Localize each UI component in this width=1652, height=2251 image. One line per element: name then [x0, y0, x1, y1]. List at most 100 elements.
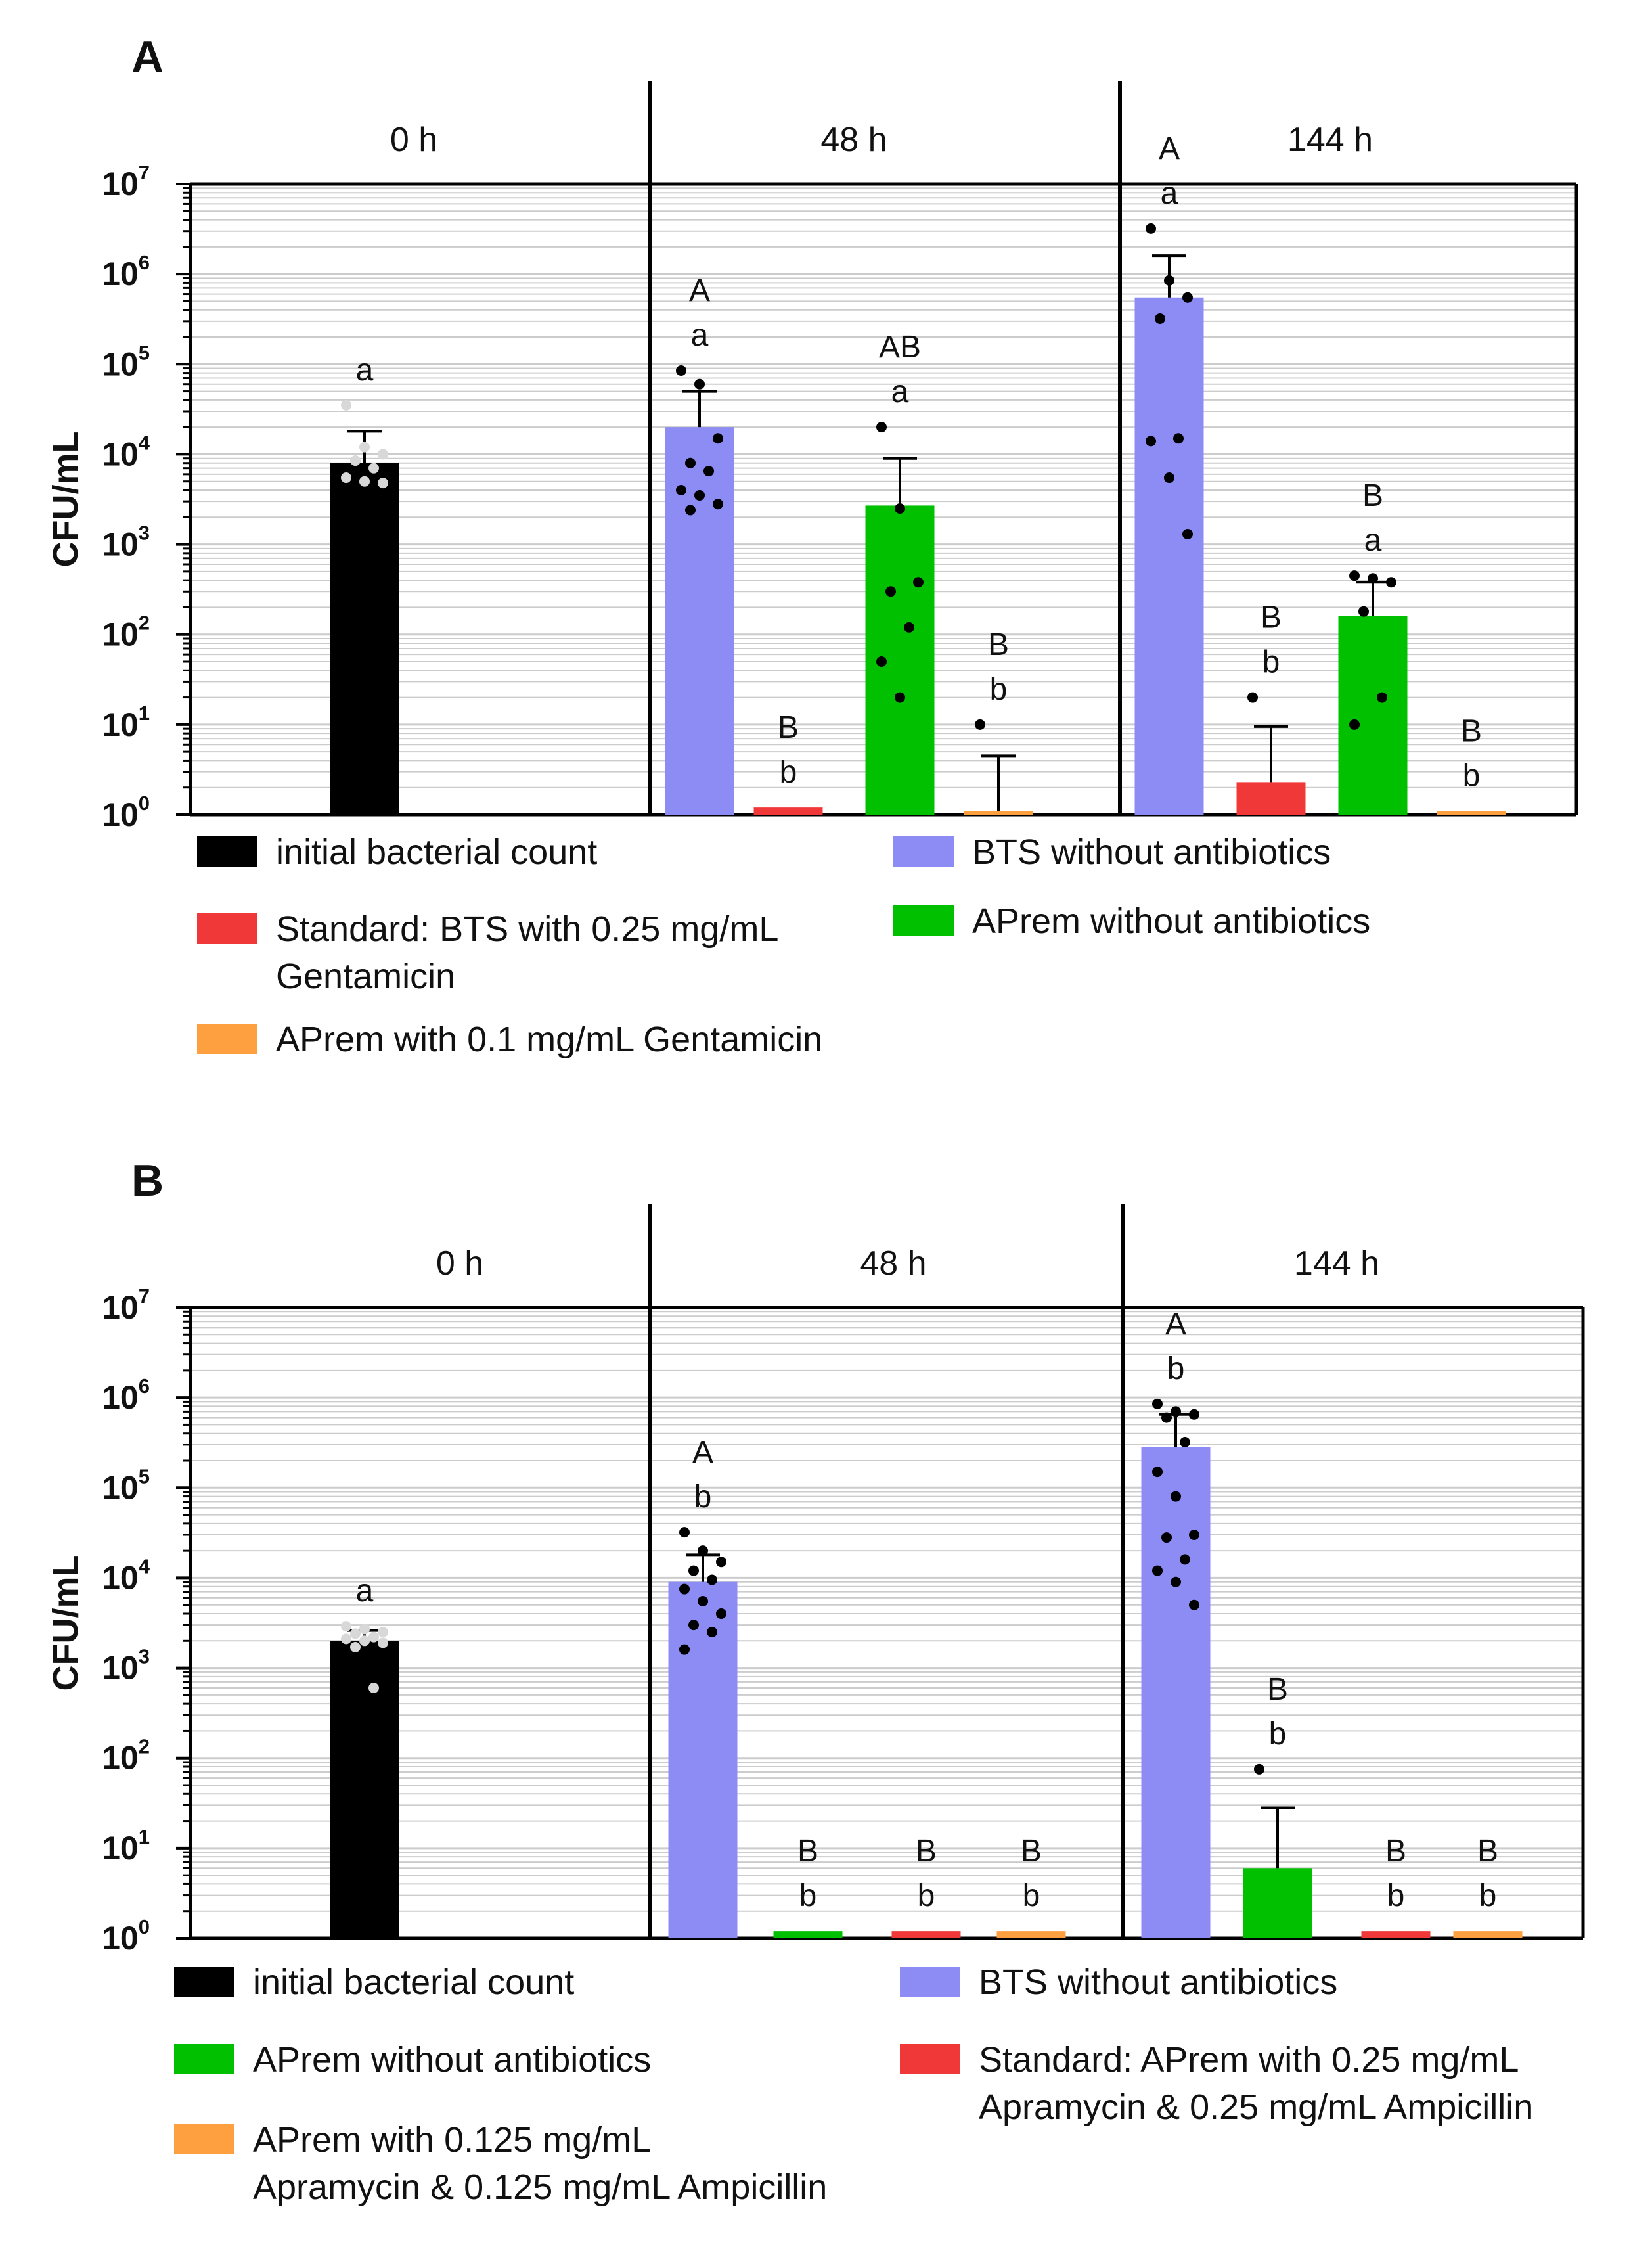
- data-point: [1182, 528, 1193, 539]
- group-label: 144 h: [1294, 1244, 1379, 1283]
- data-point: [895, 503, 905, 514]
- data-point: [341, 1633, 351, 1645]
- significance-letter: b: [1262, 645, 1280, 680]
- data-point: [1164, 275, 1174, 286]
- legend-label: Apramycin & 0.125 mg/mL Ampicillin: [253, 2168, 827, 2207]
- data-point: [1164, 472, 1174, 484]
- data-point: [876, 656, 887, 667]
- data-point: [707, 1626, 717, 1637]
- legend-label: initial bacterial count: [276, 832, 597, 872]
- legend-label: Standard: BTS with 0.25 mg/mL: [276, 909, 778, 949]
- data-point: [1349, 570, 1360, 581]
- y-tick-label: 101: [102, 1825, 150, 1867]
- data-point: [679, 1583, 690, 1595]
- y-tick-exponent: 7: [139, 161, 150, 184]
- legend-swatch-bts: [893, 836, 954, 867]
- data-point: [698, 1596, 708, 1607]
- y-tick-exponent: 1: [139, 1825, 150, 1848]
- bar-aprem_low: [1437, 811, 1506, 815]
- bar-standard: [891, 1931, 961, 1938]
- data-point: [895, 692, 905, 703]
- data-point: [359, 1635, 370, 1647]
- significance-letter: A: [692, 1435, 713, 1470]
- data-point: [368, 1682, 379, 1693]
- y-tick-label: 104: [102, 431, 150, 472]
- y-axis-label: CFU/mL: [46, 1555, 85, 1691]
- legend-swatch-aprem: [893, 905, 954, 936]
- y-tick-label: 100: [102, 792, 150, 833]
- data-point: [1247, 692, 1258, 703]
- significance-letter: b: [1269, 1717, 1287, 1752]
- y-tick-exponent: 6: [139, 1375, 150, 1398]
- significance-letter: b: [780, 755, 797, 790]
- significance-letter: b: [1387, 1878, 1405, 1913]
- significance-letter: b: [694, 1480, 712, 1514]
- legend-swatch-standard: [900, 2044, 960, 2074]
- y-tick-exponent: 6: [139, 251, 150, 274]
- legend-swatch-aprem_low: [197, 1024, 257, 1054]
- significance-letter: A: [1165, 1307, 1186, 1342]
- significance-letter: a: [1161, 176, 1178, 211]
- significance-letter: A: [689, 273, 710, 308]
- data-point: [1171, 1406, 1181, 1417]
- data-point: [1182, 292, 1193, 303]
- significance-letter: a: [691, 318, 709, 353]
- data-point: [707, 1574, 717, 1585]
- data-point: [676, 485, 686, 496]
- significance-letter: B: [1385, 1834, 1406, 1869]
- data-point: [378, 1626, 388, 1637]
- data-point: [1386, 577, 1396, 588]
- data-point: [694, 489, 705, 501]
- data-point: [1180, 1437, 1190, 1448]
- data-point: [885, 586, 896, 597]
- group-label: 0 h: [436, 1244, 483, 1283]
- y-tick-label: 105: [102, 341, 150, 382]
- data-point: [1152, 1398, 1163, 1409]
- group-label: 0 h: [390, 121, 437, 159]
- significance-letter: B: [1267, 1672, 1288, 1707]
- legend-label: initial bacterial count: [253, 1963, 574, 2002]
- significance-letter: B: [797, 1834, 818, 1869]
- bar-bts: [1134, 297, 1204, 815]
- bar-aprem: [1338, 616, 1408, 815]
- significance-letter: a: [356, 1574, 374, 1608]
- y-tick-exponent: 4: [139, 431, 150, 454]
- group-label: 48 h: [860, 1244, 926, 1283]
- data-point: [904, 622, 914, 633]
- y-tick-exponent: 4: [139, 1555, 150, 1578]
- data-point: [359, 442, 370, 453]
- legend-swatch-aprem_low: [174, 2124, 234, 2154]
- y-tick-exponent: 3: [139, 522, 150, 545]
- data-point: [368, 1631, 379, 1643]
- y-tick-exponent: 1: [139, 702, 150, 725]
- data-point: [685, 505, 696, 516]
- y-tick-exponent: 0: [139, 792, 150, 815]
- data-point: [1146, 223, 1156, 234]
- significance-letter: B: [988, 627, 1009, 662]
- data-point: [1173, 433, 1184, 444]
- data-point: [713, 499, 723, 510]
- data-point: [698, 1545, 708, 1557]
- y-tick-exponent: 2: [139, 1735, 150, 1758]
- data-point: [378, 449, 388, 460]
- data-point: [703, 466, 714, 477]
- panel-letter: B: [131, 1156, 164, 1206]
- legend-label: Standard: APrem with 0.25 mg/mL: [979, 2040, 1519, 2080]
- data-point: [1189, 1599, 1199, 1610]
- legend-label: APrem without antibiotics: [253, 2040, 651, 2080]
- data-point: [716, 1608, 726, 1620]
- data-point: [1171, 1576, 1181, 1587]
- data-point: [688, 1565, 699, 1576]
- significance-letter: B: [1362, 478, 1383, 513]
- significance-letter: b: [1167, 1352, 1185, 1386]
- significance-letter: b: [1463, 758, 1481, 793]
- significance-letter: b: [799, 1878, 817, 1913]
- significance-letter: B: [1461, 714, 1482, 748]
- data-point: [1146, 436, 1156, 447]
- bar-aprem_low: [996, 1931, 1066, 1938]
- data-point: [1358, 606, 1369, 617]
- data-point: [679, 1527, 690, 1538]
- bar-standard: [753, 807, 823, 815]
- y-tick-exponent: 5: [139, 341, 150, 364]
